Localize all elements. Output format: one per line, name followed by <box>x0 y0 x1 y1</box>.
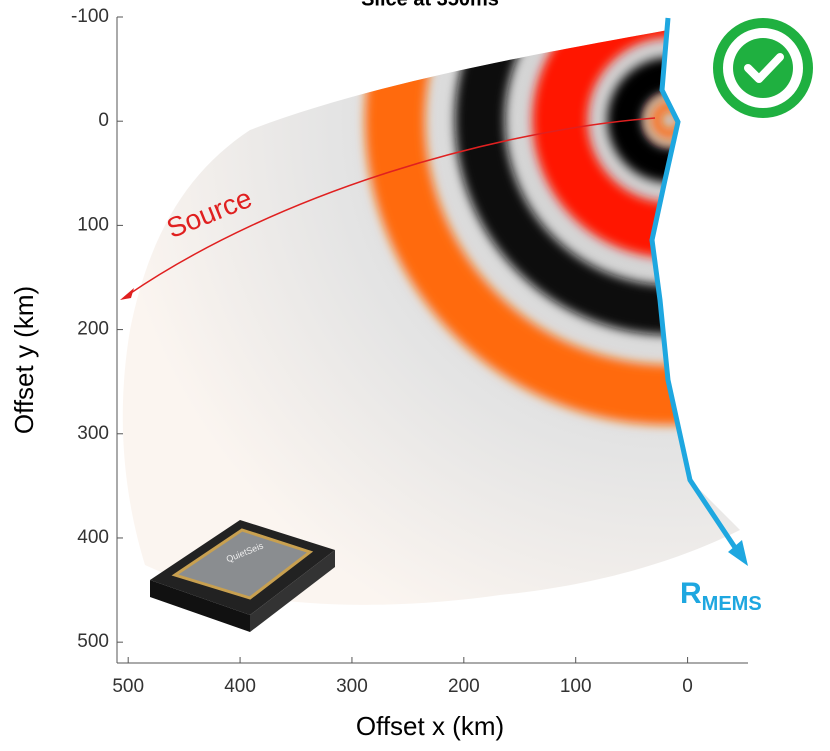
x-tick-label: 200 <box>448 676 480 697</box>
y-tick-label: -100 <box>71 6 109 27</box>
x-axis-label: Offset x (km) <box>356 711 504 741</box>
y-tick-label: 400 <box>77 527 109 548</box>
receiver-main: R <box>680 577 702 610</box>
receiver-label: RMEMS <box>680 577 762 615</box>
x-tick-label: 400 <box>224 676 256 697</box>
x-tick-label: 300 <box>336 676 368 697</box>
y-tick-label: 0 <box>98 110 109 131</box>
y-tick-label: 500 <box>77 631 109 652</box>
y-tick-label: 100 <box>77 214 109 235</box>
x-tick-label: 0 <box>682 676 693 697</box>
chart: Slice at 350ms Source RMEMS QuietSeis Of… <box>0 0 830 746</box>
chart-title: Slice at 350ms <box>361 0 499 10</box>
x-tick-label: 100 <box>560 676 592 697</box>
y-tick-label: 200 <box>77 319 109 340</box>
y-axis-label: Offset y (km) <box>9 286 39 434</box>
receiver-sub: MEMS <box>702 593 762 615</box>
x-tick-label: 500 <box>112 676 144 697</box>
check-icon <box>718 23 808 113</box>
y-tick-label: 300 <box>77 423 109 444</box>
